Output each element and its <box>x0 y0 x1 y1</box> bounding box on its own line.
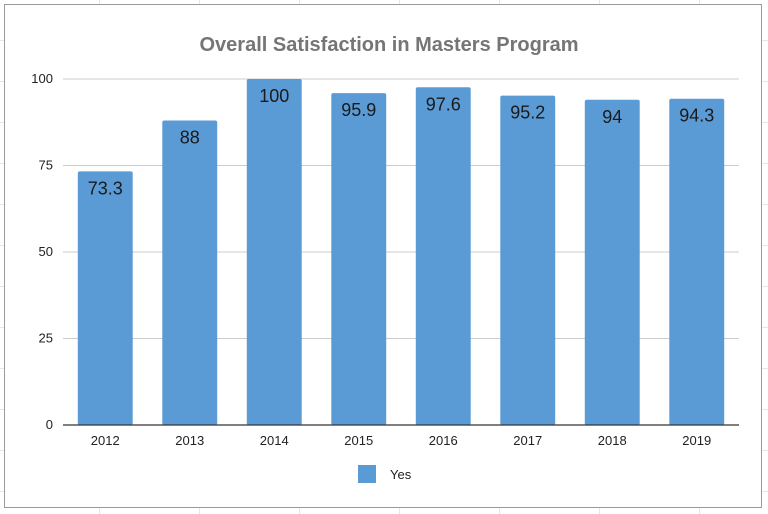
y-tick-label-25: 25 <box>39 331 53 346</box>
bar-value-label-2016: 97.6 <box>426 94 461 114</box>
bar-value-label-2017: 95.2 <box>510 103 545 123</box>
bar-2017[interactable] <box>500 95 556 425</box>
legend[interactable]: Yes <box>358 465 412 483</box>
bar-value-label-2018: 94 <box>602 107 622 127</box>
bar-value-label-2019: 94.3 <box>679 106 714 126</box>
bar-chart: Overall Satisfaction in Masters Program … <box>31 34 739 483</box>
x-tick-label-2014: 2014 <box>260 433 289 448</box>
bar-2014[interactable] <box>246 79 302 425</box>
bar-value-label-2014: 100 <box>259 86 289 106</box>
x-tick-label-2013: 2013 <box>175 433 204 448</box>
bar-2018[interactable] <box>584 99 640 425</box>
y-tick-label-50: 50 <box>39 244 53 259</box>
bar-2015[interactable] <box>331 93 387 425</box>
bar-value-label-2012: 73.3 <box>88 178 123 198</box>
legend-swatch-yes <box>358 465 376 483</box>
bar-2016[interactable] <box>415 87 471 425</box>
bar-2013[interactable] <box>162 120 218 426</box>
legend-label-yes: Yes <box>390 467 412 482</box>
bars: 73.3 88 100 95.9 97.6 95.2 94 94.3 <box>77 79 725 426</box>
x-tick-label-2012: 2012 <box>91 433 120 448</box>
bar-2012[interactable] <box>77 171 133 425</box>
y-axis-ticks: 0 25 50 75 100 <box>31 71 53 432</box>
x-tick-label-2015: 2015 <box>344 433 373 448</box>
chart-title: Overall Satisfaction in Masters Program <box>199 34 578 56</box>
bar-value-label-2013: 88 <box>180 128 200 148</box>
bar-value-label-2015: 95.9 <box>341 100 376 120</box>
x-tick-label-2017: 2017 <box>513 433 542 448</box>
chart-panel[interactable]: Overall Satisfaction in Masters Program … <box>4 4 762 508</box>
x-tick-label-2018: 2018 <box>598 433 627 448</box>
y-tick-label-75: 75 <box>39 158 53 173</box>
x-tick-label-2016: 2016 <box>429 433 458 448</box>
bar-2019[interactable] <box>669 98 725 426</box>
x-tick-label-2019: 2019 <box>682 433 711 448</box>
x-axis-ticks: 2012 2013 2014 2015 2016 2017 2018 2019 <box>91 433 711 448</box>
y-tick-label-0: 0 <box>46 417 53 432</box>
y-tick-label-100: 100 <box>31 71 53 86</box>
